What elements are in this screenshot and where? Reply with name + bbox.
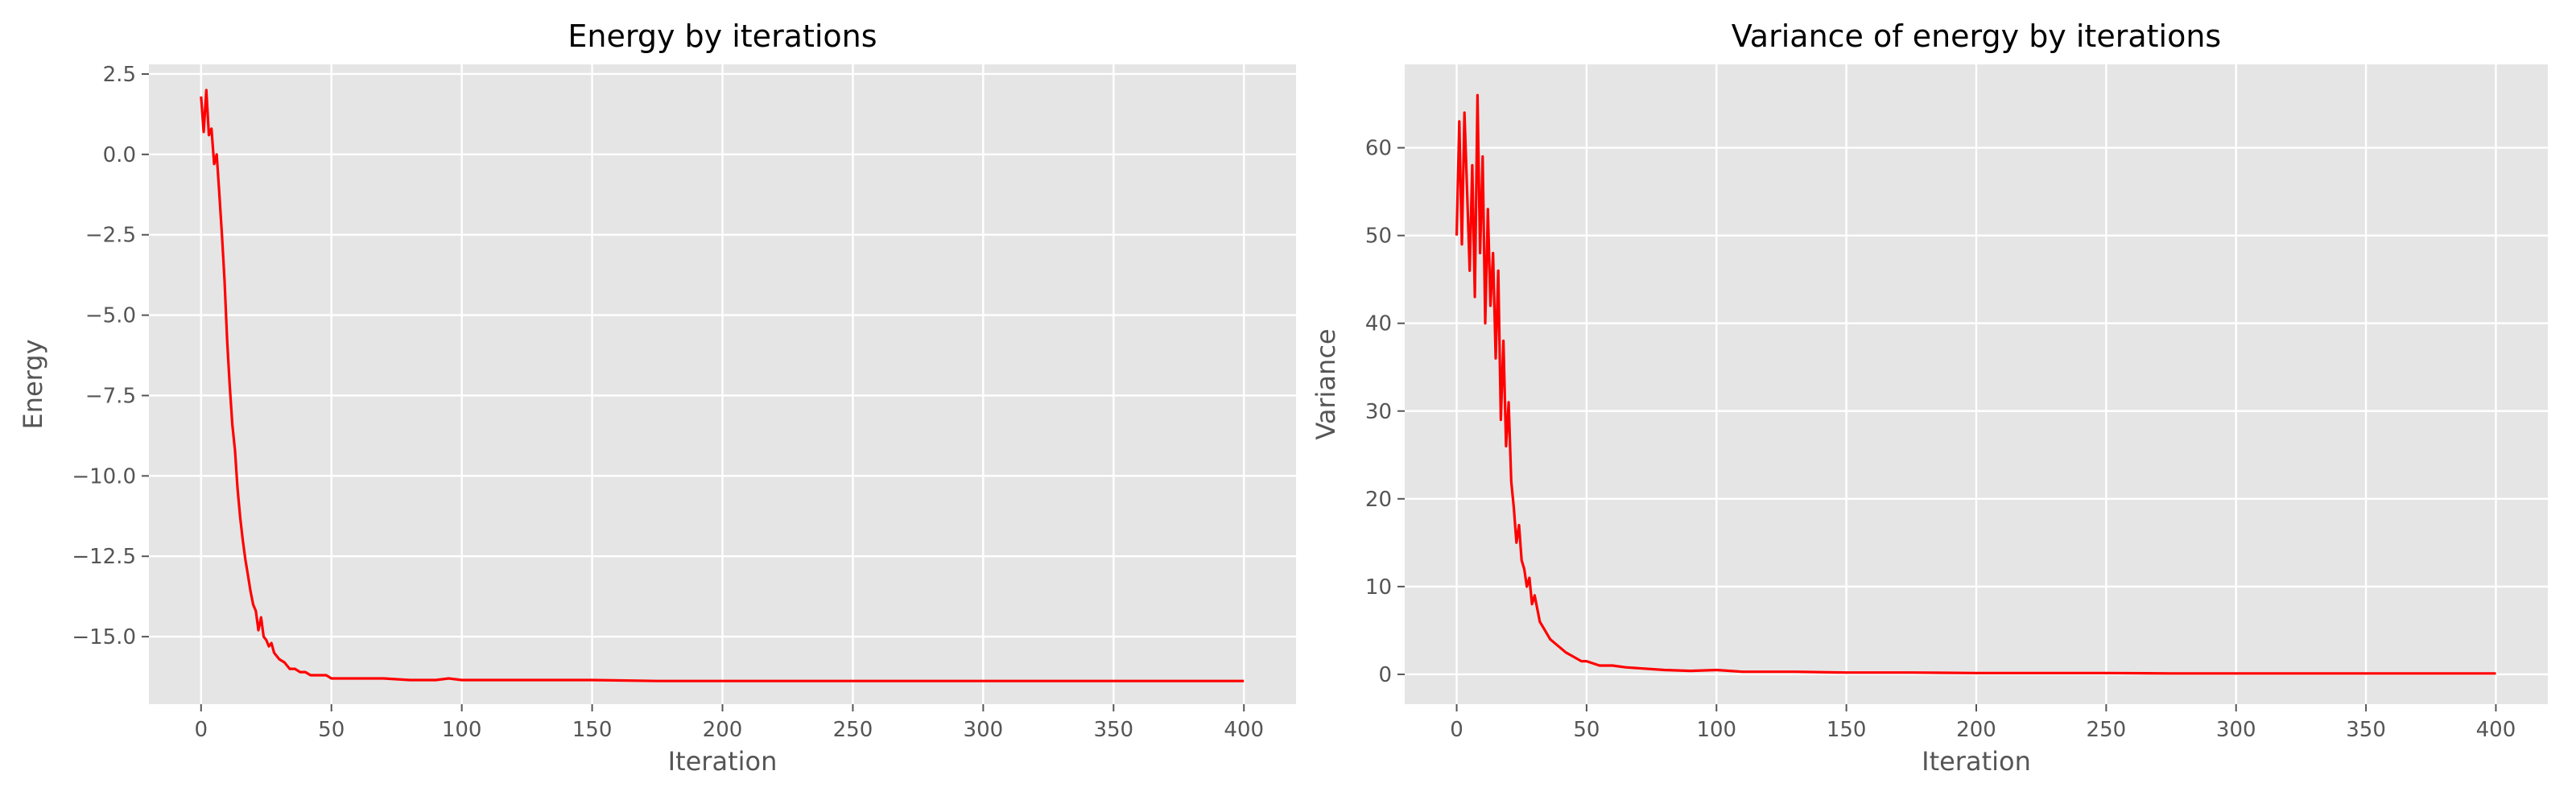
chart-1-x-tick-label: 200 xyxy=(1956,718,1996,742)
chart-1-x-tick-label: 50 xyxy=(1573,718,1600,742)
chart-0-y-tick-label: −10.0 xyxy=(72,464,136,489)
chart-1-title: Variance of energy by iterations xyxy=(1732,19,2221,54)
chart-1-x-tick-label: 350 xyxy=(2346,718,2386,742)
chart-0-x-tick-label: 400 xyxy=(1224,718,1264,742)
chart-0-x-tick-label: 50 xyxy=(318,718,345,742)
chart-0-y-axis-label: Energy xyxy=(18,339,48,429)
chart-1-y-tick-label: 60 xyxy=(1365,137,1392,161)
chart-1-x-tick-label: 400 xyxy=(2476,718,2516,742)
chart-0-x-tick-label: 100 xyxy=(442,718,482,742)
chart-0-y-tick-label: 2.5 xyxy=(103,63,136,87)
chart-0-y-tick-label: −15.0 xyxy=(72,625,136,649)
chart-0-x-tick-label: 350 xyxy=(1093,718,1133,742)
chart-1-y-tick-label: 40 xyxy=(1365,312,1392,336)
chart-1-x-tick-label: 250 xyxy=(2087,718,2127,742)
chart-0-series-line xyxy=(200,89,1245,682)
chart-1-y-tick-label: 30 xyxy=(1365,400,1392,424)
chart-0-x-tick-label: 0 xyxy=(194,718,208,742)
chart-1-x-tick-label: 100 xyxy=(1696,718,1736,742)
chart-0-y-tick-label: −12.5 xyxy=(72,545,136,569)
chart-1-y-tick-label: 20 xyxy=(1365,488,1392,512)
chart-0-y-tick-label: −7.5 xyxy=(85,384,136,408)
chart-1-y-tick-label: 50 xyxy=(1365,225,1392,249)
chart-0-title: Energy by iterations xyxy=(568,19,877,54)
chart-1-x-tick-label: 150 xyxy=(1827,718,1867,742)
chart-1-y-axis-label: Variance xyxy=(1311,328,1341,439)
variance-chart: 0 50 100 150 200 250 300 350 4006050403020100Var… xyxy=(1311,19,2548,777)
chart-0-y-tick-label: −2.5 xyxy=(85,224,136,248)
energy-chart: 0 50 100 150 200 250 300 350 400 2.5 0.0 −2.5 −5.0 −7… xyxy=(18,19,1296,777)
chart-0-x-tick-label: 200 xyxy=(703,718,743,742)
chart-1-y-tick-label: 0 xyxy=(1378,663,1392,687)
chart-0-x-tick-label: 300 xyxy=(964,718,1004,742)
chart-1-x-axis-label: Iteration xyxy=(1922,746,2031,777)
chart-0-y-tick-label: 0.0 xyxy=(103,143,136,167)
chart-1-x-tick-label: 0 xyxy=(1450,718,1463,742)
chart-0-x-tick-label: 150 xyxy=(572,718,613,742)
chart-1-x-tick-label: 300 xyxy=(2216,718,2256,742)
chart-0-x-tick-label: 250 xyxy=(833,718,873,742)
chart-1-series-line xyxy=(1455,93,2496,675)
chart-0-x-axis-label: Iteration xyxy=(668,746,778,777)
chart-1-y-tick-label: 10 xyxy=(1365,575,1392,600)
chart-0-y-tick-label: −5.0 xyxy=(85,304,136,328)
